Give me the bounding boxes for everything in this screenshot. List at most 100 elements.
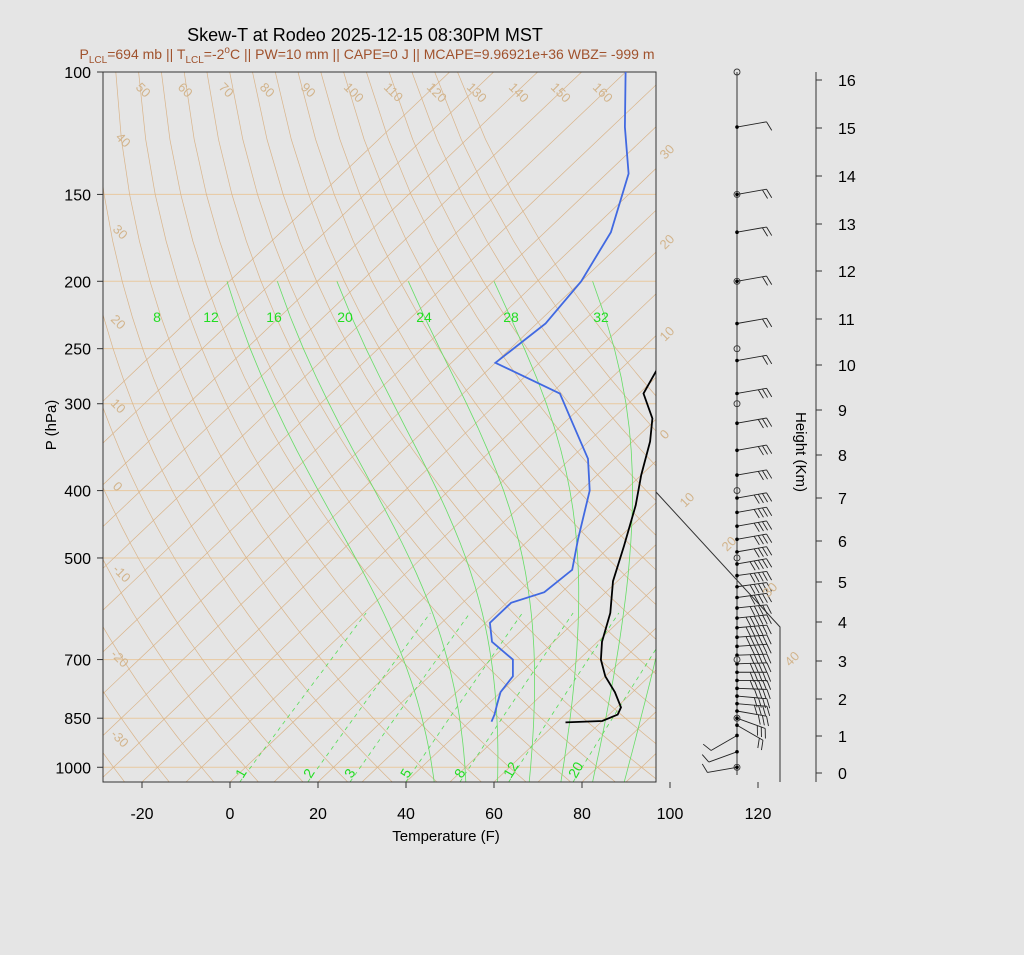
isotherm-label: 80	[257, 80, 278, 101]
isotherm-line	[98, 72, 846, 782]
barb-dot	[735, 694, 739, 698]
wind-barb-flag	[758, 548, 763, 557]
barb-dot	[735, 496, 739, 500]
wind-barb-flag	[702, 755, 709, 763]
x-tick-label: 0	[226, 806, 235, 823]
wind-barb-flag	[754, 636, 758, 645]
wind-barb-flag	[767, 189, 772, 198]
speed-label: 40	[782, 648, 803, 669]
wind-barb	[737, 521, 767, 526]
wind-barb-flag	[761, 740, 763, 750]
wind-barb	[737, 547, 767, 552]
barb-dot	[735, 709, 739, 713]
wind-barb	[737, 534, 767, 539]
wind-barb	[737, 388, 767, 393]
wind-barb	[737, 227, 767, 232]
wind-barb-flag	[759, 636, 763, 645]
speed-label: 0	[657, 426, 673, 442]
barb-dot	[735, 596, 739, 600]
moist-adiabat-label: 32	[593, 309, 609, 325]
dry-adiabat	[458, 72, 1024, 782]
wind-barb-flag	[767, 445, 772, 454]
isotherm-label: 10	[108, 396, 129, 417]
height-tick-label: 2	[838, 692, 847, 709]
subtitle-p-sub: LCL	[89, 55, 108, 66]
barb-dot	[735, 750, 739, 754]
barb-dot	[735, 322, 739, 326]
wind-barb	[737, 725, 763, 740]
wind-barb	[737, 635, 767, 637]
mixing-ratio-line	[573, 613, 679, 782]
mixing-ratio-label: 12	[500, 759, 522, 781]
wind-barb-flag	[758, 738, 760, 748]
wind-barb	[737, 470, 767, 475]
wind-barb-flag	[763, 615, 768, 624]
dry-adiabat	[435, 72, 1024, 782]
subtitle-p: P	[80, 46, 89, 62]
isotherm-line	[186, 72, 934, 782]
mixing-ratio-line	[308, 613, 431, 782]
wind-barb-flag	[767, 547, 772, 556]
wind-barb-flag	[763, 605, 768, 614]
wind-barb-flag	[754, 549, 759, 558]
dry-adiabat	[389, 72, 1017, 782]
moist-adiabat-label: 24	[416, 309, 432, 325]
barb-dot	[735, 230, 739, 234]
y-tick-label: 150	[64, 187, 91, 204]
moist-adiabat-label: 28	[503, 309, 519, 325]
barb-dot	[735, 359, 739, 363]
isotherm-line	[802, 72, 1024, 782]
isotherm-line	[538, 72, 1024, 782]
isotherm-label: 100	[341, 80, 367, 106]
x-tick-label: 80	[573, 806, 591, 823]
wind-barb-flag	[762, 228, 767, 237]
barb-dot	[735, 562, 739, 566]
wind-barb-flag	[754, 523, 759, 532]
wind-barb-flag	[762, 715, 764, 725]
wind-barb-flag	[754, 536, 759, 545]
wind-barb-flag	[754, 689, 757, 698]
wind-barb-flag	[758, 606, 763, 615]
wind-barb-flag	[767, 716, 769, 726]
wind-barb-flag	[750, 663, 754, 672]
barb-dot	[735, 635, 739, 639]
wind-barb-flag	[746, 617, 751, 626]
wind-barb	[711, 735, 737, 750]
wind-barb-flag	[767, 388, 772, 397]
wind-barb-flag	[763, 572, 768, 581]
wind-barb-flag	[763, 663, 767, 672]
mixing-ratio-line	[350, 613, 470, 782]
wind-barb	[707, 767, 737, 772]
height-tick-label: 6	[838, 534, 847, 551]
wind-barb-flag	[750, 680, 754, 689]
speed-label: 10	[657, 323, 678, 344]
isotherm-label: -10	[110, 562, 134, 586]
dry-adiabat	[0, 72, 80, 782]
wind-barb-flag	[762, 389, 767, 398]
wind-barb-flag	[750, 636, 754, 645]
wind-barb-flag	[762, 494, 767, 503]
wind-barb-flag	[758, 715, 760, 725]
isotherm-line	[0, 72, 582, 782]
wind-barb-flag	[759, 626, 763, 635]
wind-barb-flag	[754, 561, 759, 570]
barb-dot	[735, 687, 739, 691]
wind-barb-flag	[762, 277, 767, 286]
height-tick-label: 11	[838, 312, 855, 329]
wind-barb	[737, 571, 767, 575]
wind-barb	[737, 445, 767, 450]
isotherm-label: 50	[133, 80, 154, 101]
x-tick-label: 100	[657, 806, 684, 823]
y-tick-label: 1000	[55, 760, 91, 777]
wind-barb-flag	[767, 418, 772, 427]
isotherm-line	[54, 72, 802, 782]
barb-dot	[735, 716, 739, 720]
dry-adiabat	[184, 72, 615, 782]
barb-dot	[735, 193, 739, 197]
height-tick-label: 15	[838, 121, 856, 138]
wind-barb-flag	[754, 616, 759, 625]
isotherm-line	[230, 72, 978, 782]
wind-barb-flag	[762, 559, 767, 568]
height-tick-label: 14	[838, 169, 856, 186]
wind-barb-flag	[762, 547, 767, 556]
